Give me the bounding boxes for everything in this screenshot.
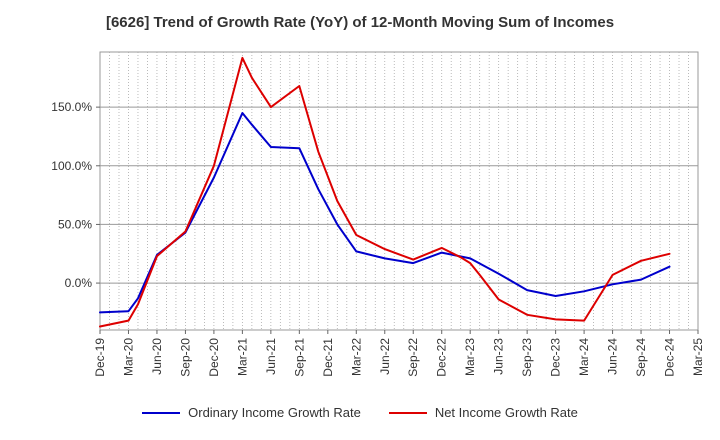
x-tick-label: Mar-20: [121, 338, 135, 376]
legend-label-net-income: Net Income Growth Rate: [434, 405, 578, 420]
x-tick-label: Mar-24: [577, 338, 591, 376]
x-tick-label: Dec-22: [435, 338, 449, 377]
grid-layer: [100, 52, 698, 330]
x-tick-label: Sep-20: [178, 338, 192, 377]
x-axis: Dec-19 Mar-20 Jun-20 Sep-20 Dec-20 Mar-21 Jun-…: [93, 330, 705, 377]
x-tick-label: Mar-22: [349, 338, 363, 376]
x-tick-label: Sep-23: [520, 338, 534, 377]
x-tick-label: Sep-21: [292, 338, 306, 377]
x-tick-label: Jun-23: [492, 338, 506, 375]
y-tick-label: 0.0%: [65, 276, 93, 290]
chart-title: [6626] Trend of Growth Rate (YoY) of 12-…: [105, 14, 615, 31]
x-tick-label: Dec-21: [321, 338, 335, 377]
x-tick-label: Mar-25: [691, 338, 705, 376]
legend: Ordinary Income Growth Rate Net Income G…: [0, 405, 720, 420]
x-tick-label: Mar-23: [463, 338, 477, 376]
series-line-1: [99, 56, 671, 328]
legend-item-net-income: Net Income Growth Rate: [388, 405, 578, 420]
legend-label-ordinary-income: Ordinary Income Growth Rate: [188, 405, 361, 420]
legend-swatch-ordinary-income: [142, 411, 181, 414]
legend-item-ordinary-income: Ordinary Income Growth Rate: [142, 405, 361, 420]
y-tick-label: 50.0%: [58, 217, 92, 231]
x-tick-label: Mar-21: [235, 338, 249, 376]
plot-area-frame: [99, 51, 699, 331]
x-tick-label: Dec-19: [93, 338, 107, 377]
x-tick-label: Dec-23: [549, 338, 563, 377]
y-axis: 0.0% 50.0% 100.0% 150.0%: [51, 100, 100, 290]
y-tick-label: 150.0%: [51, 100, 92, 114]
y-tick-label: 100.0%: [51, 159, 92, 173]
x-tick-label: Jun-20: [150, 338, 164, 375]
x-tick-label: Dec-24: [663, 338, 677, 377]
legend-swatch-net-income: [388, 411, 427, 414]
x-tick-label: Sep-24: [634, 338, 648, 377]
x-tick-label: Dec-20: [207, 338, 221, 377]
x-tick-label: Jun-24: [606, 338, 620, 375]
x-tick-label: Jun-22: [378, 338, 392, 375]
x-tick-label: Jun-21: [264, 338, 278, 375]
x-tick-label: Sep-22: [406, 338, 420, 377]
series-layer: [99, 56, 671, 328]
